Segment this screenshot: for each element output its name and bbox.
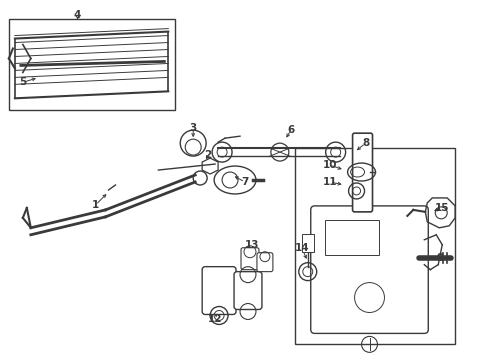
FancyBboxPatch shape: [310, 206, 427, 333]
Bar: [324, 220, 379, 255]
Bar: [9, 19, 175, 110]
Text: 14: 14: [294, 243, 308, 253]
FancyBboxPatch shape: [234, 272, 262, 310]
Text: 11: 11: [322, 177, 336, 187]
FancyBboxPatch shape: [256, 253, 272, 272]
Text: 4: 4: [74, 10, 81, 20]
Text: 10: 10: [322, 160, 336, 170]
Text: 6: 6: [286, 125, 294, 135]
Text: 9: 9: [436, 253, 443, 263]
Text: 5: 5: [19, 77, 26, 87]
Text: 7: 7: [241, 177, 248, 187]
Text: 1: 1: [92, 200, 99, 210]
Bar: [301, 234, 313, 252]
FancyBboxPatch shape: [202, 267, 236, 315]
Text: 3: 3: [189, 123, 197, 133]
Text: 12: 12: [207, 314, 222, 324]
Bar: [294, 148, 454, 345]
Text: 2: 2: [204, 150, 211, 160]
Text: 15: 15: [434, 203, 448, 213]
FancyBboxPatch shape: [352, 133, 372, 212]
Text: 8: 8: [361, 138, 368, 148]
FancyBboxPatch shape: [241, 248, 259, 270]
Text: 13: 13: [244, 240, 259, 250]
